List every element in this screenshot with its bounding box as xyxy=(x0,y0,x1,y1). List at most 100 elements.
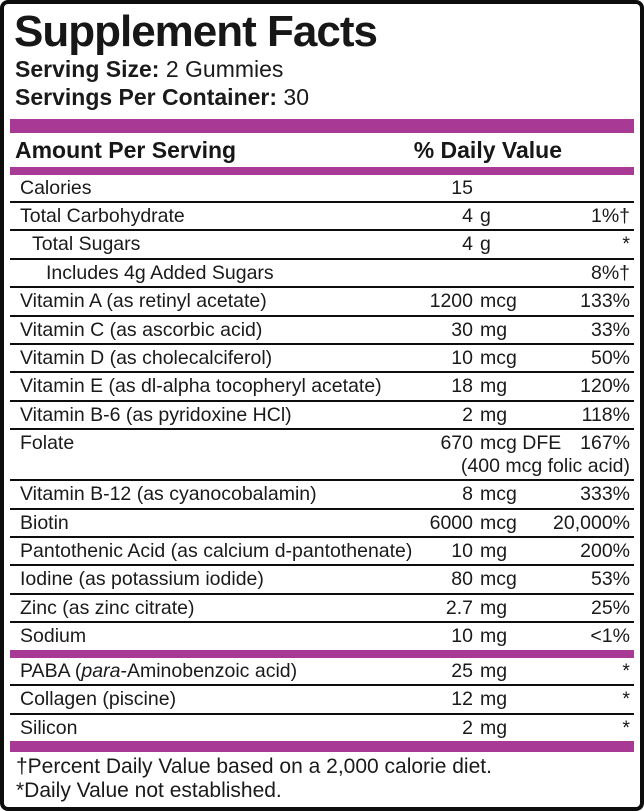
amount-value: 25 xyxy=(451,659,473,682)
daily-value-percent: 333% xyxy=(580,483,630,506)
amount-unit: mg xyxy=(480,625,508,648)
table-row: Total Sugars 4 g * xyxy=(10,229,634,257)
serving-size-label: Serving Size: xyxy=(15,55,160,82)
daily-value-percent: * xyxy=(622,659,630,682)
amount-unit: mcg xyxy=(480,290,517,313)
amount-unit: mg xyxy=(480,716,508,739)
nutrient-name: Vitamin A (as retinyl acetate) xyxy=(20,290,267,313)
amount-subline: (400 mcg folic acid) xyxy=(460,454,630,477)
daily-value-percent: 118% xyxy=(581,403,630,426)
footnote-daily-value: †Percent Daily Value based on a 2,000 ca… xyxy=(16,754,492,778)
table-row: Vitamin A (as retinyl acetate) 1200 mcg 133… xyxy=(10,286,634,314)
table-row: Calories 15 xyxy=(10,175,634,201)
amount-value: 670 xyxy=(440,432,473,455)
amount-value: 10 xyxy=(451,347,473,370)
nutrient-name: Iodine (as potassium iodide) xyxy=(20,568,264,591)
nutrient-name: Total Carbohydrate xyxy=(20,204,185,227)
divider-bar-other-ingredients xyxy=(10,649,634,658)
amount-value: 6000 xyxy=(429,511,473,534)
servings-per-container-label: Servings Per Container: xyxy=(15,83,278,110)
table-row: Sodium 10 mg <1% xyxy=(10,621,634,649)
daily-value-percent: 25% xyxy=(590,596,630,619)
amount-value: 2.7 xyxy=(445,596,473,619)
amount-value: 15 xyxy=(451,176,473,199)
nutrient-name: PABA (para-Aminobenzoic acid) xyxy=(20,659,298,682)
amount-unit: g xyxy=(480,204,491,227)
amount-unit: mg xyxy=(480,318,508,341)
table-row: PABA (para-Aminobenzoic acid) 25 mg * xyxy=(10,658,634,684)
table-row: Iodine (as potassium iodide) 80 mcg 53% xyxy=(10,564,634,592)
column-header-daily-value: % Daily Value xyxy=(413,136,562,163)
nutrient-name: Sodium xyxy=(20,625,87,648)
amount-unit: mcg xyxy=(480,511,517,534)
table-row: Vitamin B-6 (as pyridoxine HCl) 2 mg 118% xyxy=(10,399,634,428)
daily-value-percent: 1%† xyxy=(590,204,630,227)
footnote-not-established: *Daily Value not established. xyxy=(16,779,282,803)
table-row: Vitamin C (as ascorbic acid) 30 mg 33% xyxy=(10,314,634,343)
daily-value-percent: 53% xyxy=(590,568,630,591)
amount-unit: mg xyxy=(480,659,508,682)
table-row: Biotin 6000 mcg 20,000% xyxy=(10,507,634,536)
daily-value-percent: * xyxy=(622,716,630,739)
table-row: Vitamin B-12 (as cyanocobalamin) 8 mcg 333% xyxy=(10,479,634,507)
amount-unit: mg xyxy=(480,540,508,563)
nutrient-table-other: PABA (para-Aminobenzoic acid) 25 mg * Collag… xyxy=(10,658,634,741)
amount-unit: mcg xyxy=(480,483,517,506)
amount-value: 12 xyxy=(451,688,473,711)
daily-value-percent: * xyxy=(622,233,630,256)
amount-unit: mcg xyxy=(480,347,517,370)
serving-size-line: Serving Size: 2 Gummies xyxy=(15,56,634,84)
table-row: Total Carbohydrate 4 g 1%† xyxy=(10,200,634,229)
amount-value: 4 xyxy=(462,233,473,256)
daily-value-percent: 133% xyxy=(580,290,630,313)
amount-value: 10 xyxy=(451,540,473,563)
amount-value: 80 xyxy=(451,568,473,591)
nutrient-table-main: Calories 15 Total Carbohydrate 4 g 1%† Total S… xyxy=(10,175,634,650)
amount-unit: g xyxy=(480,233,491,256)
nutrient-name: Includes 4g Added Sugars xyxy=(46,261,274,284)
nutrient-name: Calories xyxy=(20,176,92,199)
table-row: Collagen (piscine) 12 mg * xyxy=(10,684,634,712)
daily-value-percent: 8%† xyxy=(590,261,630,284)
amount-unit: mcg DFE xyxy=(480,432,562,455)
nutrient-name: Vitamin B-6 (as pyridoxine HCl) xyxy=(20,403,292,426)
table-row: Pantothenic Acid (as calcium d-pantothen… xyxy=(10,536,634,564)
daily-value-percent: <1% xyxy=(590,625,630,648)
servings-per-container-line: Servings Per Container: 30 xyxy=(15,84,634,112)
table-header-row: Amount Per Serving % Daily Value xyxy=(10,133,634,167)
serving-size-value: 2 Gummies xyxy=(165,55,284,82)
amount-value: 2 xyxy=(462,716,473,739)
table-row: Vitamin D (as cholecalciferol) 10 mcg 50% xyxy=(10,343,634,371)
table-row: Vitamin E (as dl-alpha tocopheryl acetat… xyxy=(10,371,634,399)
amount-unit: mg xyxy=(480,403,508,426)
amount-unit: mg xyxy=(480,688,508,711)
nutrient-name: Biotin xyxy=(20,511,69,534)
nutrient-name: Zinc (as zinc citrate) xyxy=(20,596,195,619)
daily-value-percent: 200% xyxy=(580,540,630,563)
nutrient-name: Collagen (piscine) xyxy=(20,688,177,711)
table-row: Includes 4g Added Sugars 8%† xyxy=(10,257,634,286)
amount-value: 1200 xyxy=(429,290,473,313)
daily-value-percent: 50% xyxy=(590,347,630,370)
nutrient-name: Vitamin E (as dl-alpha tocopheryl acetat… xyxy=(20,375,382,398)
footnotes: †Percent Daily Value based on a 2,000 ca… xyxy=(10,752,634,806)
table-row: Folate 670 mcg DFE 167% (400 mcg folic acid) xyxy=(10,428,634,479)
amount-value: 2 xyxy=(462,403,473,426)
nutrient-name: Silicon xyxy=(20,716,78,739)
divider-bar-top xyxy=(10,118,634,133)
servings-per-container-value: 30 xyxy=(283,83,310,110)
table-row: Zinc (as zinc citrate) 2.7 mg 25% xyxy=(10,592,634,621)
amount-value: 10 xyxy=(451,625,473,648)
amount-unit: mg xyxy=(480,596,508,619)
nutrient-name: Vitamin B-12 (as cyanocobalamin) xyxy=(20,483,317,506)
nutrient-name: Vitamin D (as cholecalciferol) xyxy=(20,347,273,370)
nutrient-name: Vitamin C (as ascorbic acid) xyxy=(20,318,263,341)
column-header-amount: Amount Per Serving xyxy=(15,136,237,163)
amount-value: 30 xyxy=(451,318,473,341)
daily-value-percent: * xyxy=(622,688,630,711)
daily-value-percent: 167% xyxy=(580,432,630,455)
divider-bar-header xyxy=(10,166,634,175)
nutrient-name: Folate xyxy=(20,432,75,455)
daily-value-percent: 33% xyxy=(590,318,630,341)
